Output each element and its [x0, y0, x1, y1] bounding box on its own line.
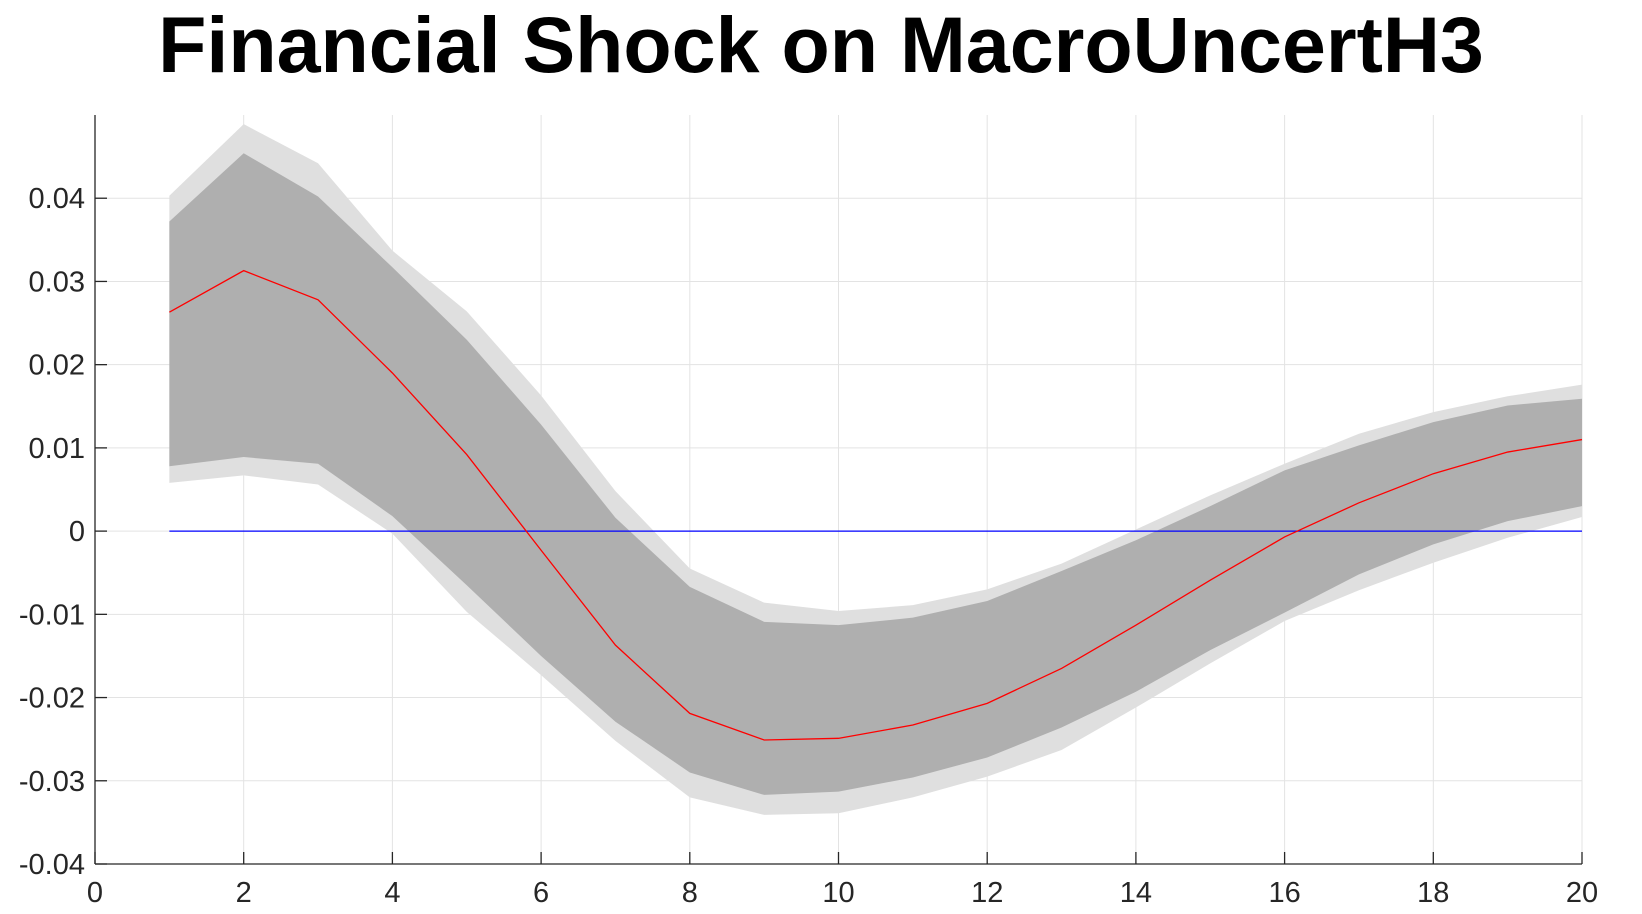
y-tick-label: 0.01 — [29, 433, 85, 465]
y-tick-label: -0.01 — [19, 599, 85, 631]
y-tick-label: 0 — [69, 516, 85, 548]
x-tick-label: 6 — [533, 877, 549, 909]
inner-confidence-band — [169, 153, 1583, 795]
y-axis-ticks: -0.04 -0.03 -0.02 -0.01 0 0.01 0.02 0.03 0.04 — [19, 183, 107, 881]
y-tick-label: 0.04 — [29, 183, 85, 215]
impulse-response-line — [169, 269, 1583, 741]
series-lines — [169, 269, 1583, 741]
confidence-bands — [169, 124, 1583, 815]
y-tick-label: -0.04 — [19, 849, 85, 881]
x-tick-label: 4 — [384, 877, 400, 909]
x-tick-label: 12 — [971, 877, 1003, 909]
y-tick-label: -0.03 — [19, 766, 85, 798]
x-axis-ticks: 0 2 4 6 8 10 12 14 16 18 20 — [87, 852, 1598, 909]
chart-title: Financial Shock on MacroUncertH3 — [158, 0, 1484, 89]
outer-confidence-band — [169, 124, 1583, 815]
x-tick-label: 14 — [1120, 877, 1152, 909]
x-tick-label: 10 — [822, 877, 854, 909]
x-tick-label: 8 — [682, 877, 698, 909]
y-tick-label: 0.02 — [29, 350, 85, 382]
x-tick-label: 16 — [1268, 877, 1300, 909]
x-tick-label: 20 — [1566, 877, 1598, 909]
y-tick-label: -0.02 — [19, 683, 85, 715]
x-tick-label: 18 — [1417, 877, 1449, 909]
x-tick-label: 2 — [236, 877, 252, 909]
y-tick-label: 0.03 — [29, 266, 85, 298]
x-tick-label: 0 — [87, 877, 103, 909]
